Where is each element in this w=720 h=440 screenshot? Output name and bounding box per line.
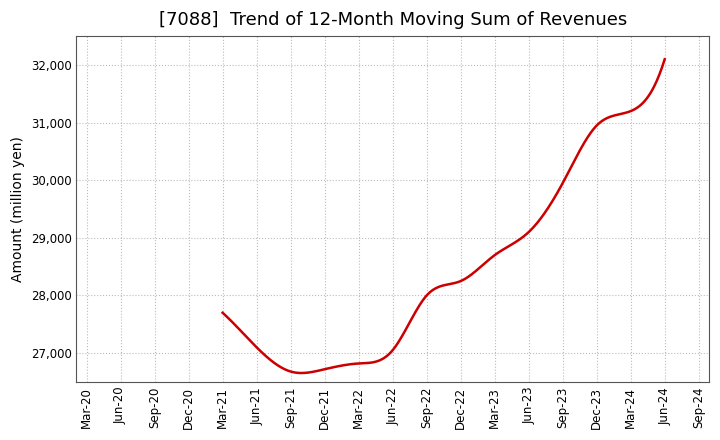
Title: [7088]  Trend of 12-Month Moving Sum of Revenues: [7088] Trend of 12-Month Moving Sum of R… (158, 11, 627, 29)
Y-axis label: Amount (million yen): Amount (million yen) (11, 136, 25, 282)
